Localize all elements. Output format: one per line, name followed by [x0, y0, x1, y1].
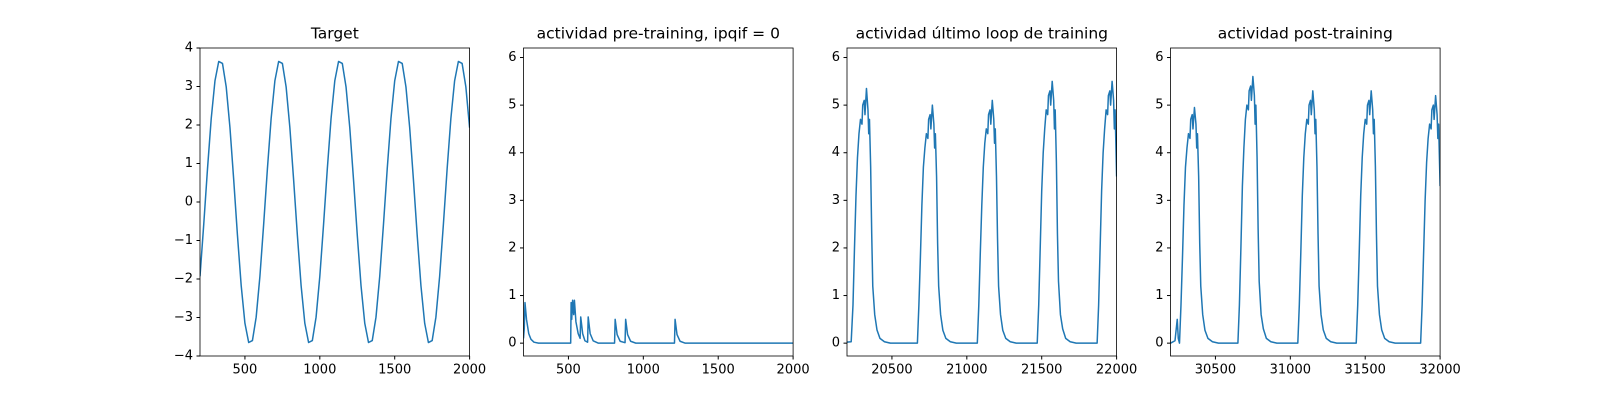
y-tick-label: 1: [508, 288, 516, 303]
line-series: [847, 80, 1117, 344]
x-tick-label: 500: [233, 363, 258, 378]
y-tick-label: −3: [174, 310, 193, 325]
y-tick-label: 5: [1155, 98, 1163, 113]
chart-title: actividad post-training: [1218, 25, 1393, 43]
line-series: [200, 60, 470, 344]
x-tick-label: 30500: [1195, 363, 1236, 378]
y-tick-label: 6: [832, 50, 840, 65]
y-tick-label: −2: [174, 272, 193, 287]
y-tick-label: 1: [832, 288, 840, 303]
y-tick-label: 2: [1155, 240, 1163, 255]
y-tick-label: 3: [832, 193, 840, 208]
y-tick-label: 1: [185, 156, 193, 171]
line-series: [523, 299, 794, 344]
x-tick-label: 2000: [453, 363, 486, 378]
subplot: actividad último loop de training 0 1 2 3 4 5 6…: [832, 25, 1138, 378]
axes-frame: [1170, 47, 1441, 357]
y-tick-label: 5: [508, 98, 516, 113]
x-tick-label: 1000: [627, 363, 660, 378]
y-tick-label: 4: [508, 145, 516, 160]
y-tick-label: 0: [185, 195, 193, 210]
chart-title: actividad pre-training, ipqif = 0: [537, 25, 780, 43]
x-tick-label: 32000: [1419, 363, 1460, 378]
x-tick-label: 21500: [1021, 363, 1062, 378]
y-tick-label: 4: [1155, 145, 1163, 160]
y-tick-label: 1: [1155, 288, 1163, 303]
y-tick-label: 5: [832, 98, 840, 113]
chart-title: Target: [310, 25, 359, 43]
y-tick-label: 4: [832, 145, 840, 160]
y-tick-label: 2: [185, 118, 193, 133]
y-tick-label: 3: [185, 79, 193, 94]
x-tick-label: 31000: [1270, 363, 1311, 378]
y-tick-label: 3: [508, 193, 516, 208]
x-tick-label: 20500: [871, 363, 912, 378]
y-tick-label: 0: [1155, 336, 1163, 351]
y-tick-label: −1: [174, 233, 193, 248]
y-tick-label: 4: [185, 41, 193, 56]
y-tick-label: 2: [832, 240, 840, 255]
x-tick-label: 1500: [378, 363, 411, 378]
y-tick-label: 2: [508, 240, 516, 255]
subplot: actividad post-training 0 1 2 3 4 5 6 30500 31000…: [1155, 25, 1461, 378]
x-tick-label: 500: [556, 363, 581, 378]
y-tick-label: 3: [1155, 193, 1163, 208]
axes-frame: [846, 47, 1118, 357]
y-tick-label: 0: [832, 336, 840, 351]
subplot: actividad pre-training, ipqif = 0 0 1 2 3 4 5 6…: [508, 25, 809, 378]
axes-frame: [523, 47, 794, 357]
x-tick-label: 1500: [702, 363, 735, 378]
x-tick-label: 22000: [1096, 363, 1137, 378]
x-tick-label: 2000: [777, 363, 810, 378]
axes-frame: [199, 47, 471, 357]
x-tick-label: 21000: [946, 363, 987, 378]
subplot: Target −4 −3 −2 −1 0 1 2 3 4 500 1000 1500 2000: [174, 25, 486, 378]
y-tick-label: 6: [1155, 50, 1163, 65]
y-tick-label: 0: [508, 336, 516, 351]
x-tick-label: 31500: [1345, 363, 1386, 378]
chart-title: actividad último loop de training: [856, 25, 1108, 43]
y-tick-label: 6: [508, 50, 516, 65]
x-tick-label: 1000: [303, 363, 336, 378]
line-series: [1170, 75, 1441, 344]
y-tick-label: −4: [174, 349, 193, 364]
